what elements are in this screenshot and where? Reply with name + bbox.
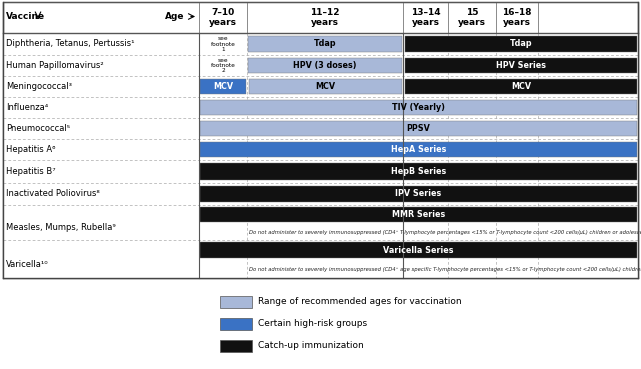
Bar [200,242,637,258]
Text: Diphtheria, Tetanus, Pertussis¹: Diphtheria, Tetanus, Pertussis¹ [6,39,135,48]
Bar [405,36,637,52]
Bar [3,160,638,183]
Bar [200,142,637,158]
Bar [3,240,638,278]
Text: Do not administer to severely immunosuppressed (CD4⁺ T-lymphocyte percentages <1: Do not administer to severely immunosupp… [249,230,641,235]
Text: 15
years: 15 years [458,8,486,27]
Text: Vaccine: Vaccine [6,12,45,21]
Text: Pneumococcal⁵: Pneumococcal⁵ [6,124,70,133]
Bar [248,58,402,73]
Text: HPV Series: HPV Series [496,61,546,70]
Text: 13–14
years: 13–14 years [411,8,440,27]
Text: Inactivated Poliovirus⁸: Inactivated Poliovirus⁸ [6,190,100,199]
Bar [200,100,637,115]
Text: PPSV: PPSV [406,124,431,133]
Bar [220,340,252,352]
Bar [200,121,637,137]
Text: Certain high-risk groups: Certain high-risk groups [258,320,367,328]
Bar [249,79,402,94]
Text: IPV Series: IPV Series [395,190,442,199]
Bar [3,118,638,139]
Text: MCV: MCV [511,82,531,91]
Bar [3,2,638,278]
Text: MMR Series: MMR Series [392,210,445,219]
Text: Catch-up immunization: Catch-up immunization [258,341,363,351]
Text: see
footnote
2: see footnote 2 [210,58,235,73]
Bar [3,97,638,118]
Text: Do not administer to severely immunosuppressed (CD4⁺ age specific T-lymphocyte p: Do not administer to severely immunosupp… [249,267,641,272]
Bar [200,186,637,202]
Text: Influenza⁴: Influenza⁴ [6,103,48,112]
Bar [220,318,252,330]
Text: Meningococcal³: Meningococcal³ [6,82,72,91]
Bar [3,33,638,55]
Text: Age: Age [165,12,185,21]
Text: HepA Series: HepA Series [391,145,446,154]
Bar [200,207,637,222]
Text: Hepatitis A⁶: Hepatitis A⁶ [6,145,56,154]
Bar [248,36,402,52]
Text: Varicella Series: Varicella Series [383,246,454,255]
Text: Tdap: Tdap [510,39,532,48]
Text: Varicella¹⁰: Varicella¹⁰ [6,260,49,269]
Text: Human Papillomavirus²: Human Papillomavirus² [6,61,104,70]
Bar [3,183,638,205]
Bar [3,139,638,160]
Bar [3,76,638,97]
Bar [3,55,638,76]
Text: Hepatitis B⁷: Hepatitis B⁷ [6,167,56,176]
Bar [405,58,637,73]
Text: Range of recommended ages for vaccination: Range of recommended ages for vaccinatio… [258,297,462,307]
Text: MCV: MCV [315,82,335,91]
Text: HepB Series: HepB Series [391,167,446,176]
Text: Tdap: Tdap [313,39,337,48]
Bar [3,205,638,240]
Bar [405,79,637,94]
Text: HPV (3 doses): HPV (3 doses) [293,61,357,70]
Text: 7–10
years: 7–10 years [209,8,237,27]
Bar [200,163,637,180]
Text: MCV: MCV [213,82,233,91]
Bar [200,79,246,94]
Text: 16–18
years: 16–18 years [503,8,532,27]
Text: TIV (Yearly): TIV (Yearly) [392,103,445,112]
Bar [220,296,252,308]
Text: Measles, Mumps, Rubella⁹: Measles, Mumps, Rubella⁹ [6,223,116,232]
Text: 11–12
years: 11–12 years [310,8,340,27]
Text: see
footnote
1: see footnote 1 [210,36,235,52]
